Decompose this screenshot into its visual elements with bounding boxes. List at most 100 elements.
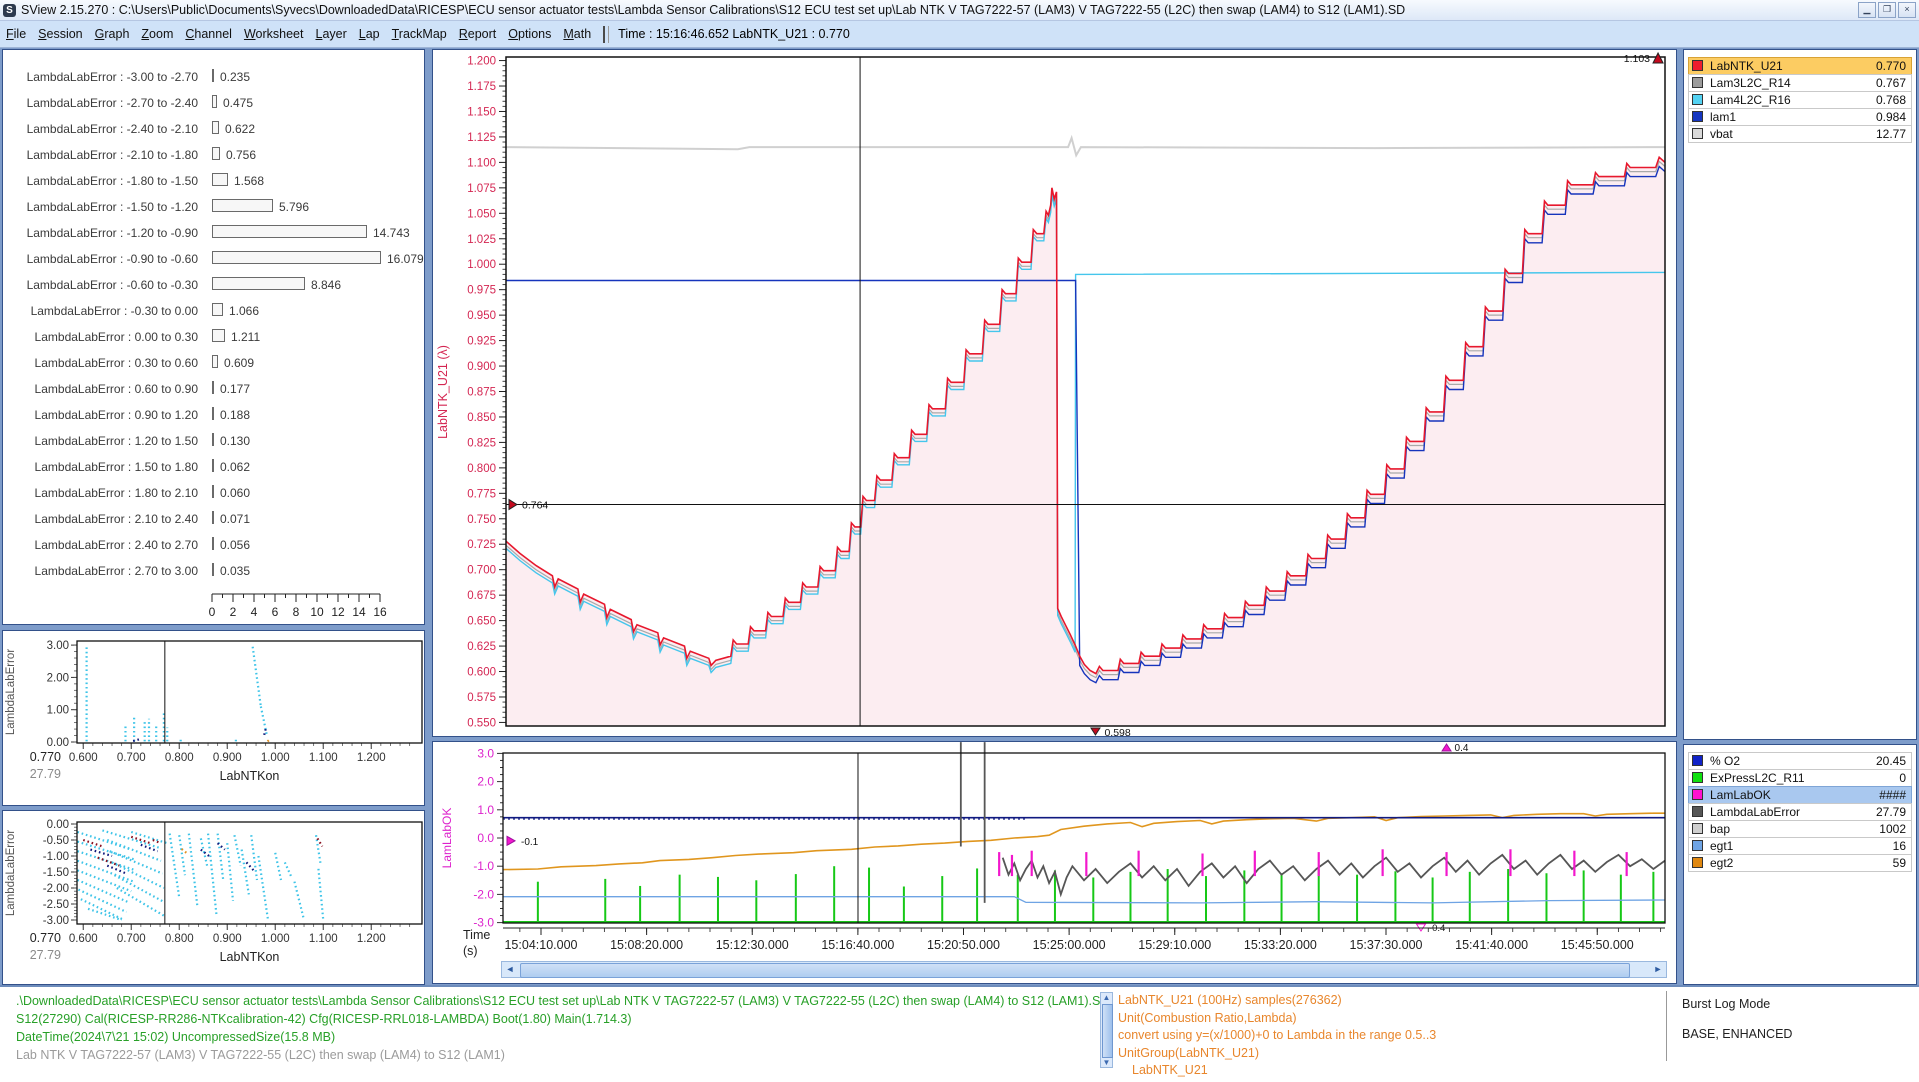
menu-item-lap[interactable]: Lap	[353, 24, 386, 44]
svg-text:27.79: 27.79	[30, 767, 61, 781]
scroll-up-icon[interactable]: ▲	[1101, 993, 1112, 1002]
svg-text:0.00: 0.00	[47, 819, 69, 831]
scatter-top-plot[interactable]: 0.001.002.003.00LambdaLabError0.6000.700…	[3, 631, 424, 805]
svg-text:0.598: 0.598	[1104, 727, 1130, 736]
svg-text:0.770: 0.770	[30, 931, 61, 945]
scroll-thumb[interactable]	[520, 963, 1630, 978]
window-titlebar[interactable]: S SView 2.15.270 : C:\Users\Public\Docum…	[0, 0, 1919, 21]
svg-text:(s): (s)	[463, 944, 478, 958]
svg-text:15:20:50.000: 15:20:50.000	[927, 938, 1000, 952]
histogram-bar-value: 0.475	[223, 96, 253, 110]
svg-text:LamLabOK: LamLabOK	[440, 808, 454, 869]
channel-swatch	[1692, 806, 1703, 817]
histogram-row: LambdaLabError : -0.30 to 0.001.066	[3, 298, 424, 324]
menu-item-zoom[interactable]: Zoom	[135, 24, 179, 44]
histogram-row: LambdaLabError : 0.00 to 0.301.211	[3, 324, 424, 350]
legend-row-lamlabok[interactable]: LamLabOK####	[1688, 786, 1912, 804]
svg-text:1.100: 1.100	[309, 752, 338, 764]
svg-text:6: 6	[272, 605, 279, 619]
restore-button[interactable]: ❐	[1878, 2, 1896, 18]
histogram-bar-value: 8.846	[311, 278, 341, 292]
legend-row--o2[interactable]: % O220.45	[1688, 752, 1912, 770]
status-line: S12(27290) Cal(RICESP-RR286-NTKcalibrati…	[16, 1012, 632, 1026]
histogram-row: LambdaLabError : -3.00 to -2.700.235	[3, 64, 424, 90]
svg-text:15:12:30.000: 15:12:30.000	[716, 938, 789, 952]
menu-item-worksheet[interactable]: Worksheet	[238, 24, 310, 44]
channel-name: LabNTK_U21	[1710, 59, 1783, 73]
legend-row-labntk-u21[interactable]: LabNTK_U210.770	[1688, 57, 1912, 75]
scroll-down-icon[interactable]: ▼	[1101, 1058, 1112, 1067]
svg-text:1.100: 1.100	[309, 933, 338, 945]
legend-row-bap[interactable]: bap1002	[1688, 820, 1912, 838]
histogram-bar	[212, 199, 273, 212]
minimize-button[interactable]: ▁	[1858, 2, 1876, 18]
svg-text:-2.00: -2.00	[43, 883, 69, 895]
menu-item-graph[interactable]: Graph	[89, 24, 136, 44]
svg-text:27.79: 27.79	[30, 948, 61, 962]
menu-item-options[interactable]: Options	[502, 24, 557, 44]
legend-row-egt1[interactable]: egt116	[1688, 837, 1912, 855]
histogram-bar-value: 1.568	[234, 174, 264, 188]
menu-item-math[interactable]: Math	[557, 24, 597, 44]
svg-text:-1.0: -1.0	[473, 859, 494, 873]
scroll-right-icon[interactable]: ►	[1650, 962, 1666, 977]
histogram-row: LambdaLabError : 1.80 to 2.100.060	[3, 480, 424, 506]
histogram-bar	[212, 537, 214, 550]
main-chart-plot[interactable]: 1.2001.1751.1501.1251.1001.0751.0501.025…	[433, 50, 1676, 736]
time-display: Time : 15:16:46.652 LabNTK_U21 : 0.770	[618, 27, 850, 41]
histogram-row: LambdaLabError : 2.70 to 3.000.035	[3, 558, 424, 584]
legend-row-expressl2c-r11[interactable]: ExPressL2C_R110	[1688, 769, 1912, 787]
histogram-bar-value: 0.609	[224, 356, 254, 370]
menu-item-file[interactable]: File	[0, 24, 32, 44]
channel-name: ExPressL2C_R11	[1710, 771, 1805, 785]
histogram-row-label: LambdaLabError : -0.90 to -0.60	[3, 252, 198, 266]
svg-text:0.775: 0.775	[467, 488, 496, 500]
legend-row-vbat[interactable]: vbat12.77	[1688, 125, 1912, 143]
legend-row-lam3l2c-r14[interactable]: Lam3L2C_R140.767	[1688, 74, 1912, 92]
histogram-row: LambdaLabError : 1.20 to 1.500.130	[3, 428, 424, 454]
close-button[interactable]: ×	[1898, 2, 1916, 18]
svg-text:1.050: 1.050	[467, 208, 496, 220]
histogram-bar-value: 0.188	[220, 408, 250, 422]
scatter-bottom-plot[interactable]: 0.00-0.50-1.00-1.50-2.00-2.50-3.00Lambda…	[3, 811, 424, 984]
channel-name: LamLabOK	[1710, 788, 1771, 802]
svg-text:0.700: 0.700	[467, 565, 496, 577]
bottom-chart-plot[interactable]: 3.02.01.00.0-1.0-2.0-3.0LamLabOK-0.10.4-…	[433, 742, 1676, 959]
channel-legend-top-panel: LabNTK_U210.770Lam3L2C_R140.767Lam4L2C_R…	[1683, 49, 1917, 740]
legend-row-egt2[interactable]: egt259	[1688, 854, 1912, 872]
svg-text:12: 12	[331, 605, 345, 619]
channel-swatch	[1692, 789, 1703, 800]
svg-text:0.600: 0.600	[69, 933, 98, 945]
channel-swatch	[1692, 840, 1703, 851]
svg-text:0.00: 0.00	[47, 737, 69, 749]
histogram-bar	[212, 121, 219, 134]
svg-text:0.850: 0.850	[467, 412, 496, 424]
menu-item-layer[interactable]: Layer	[309, 24, 352, 44]
menu-item-session[interactable]: Session	[32, 24, 88, 44]
histogram-row: LambdaLabError : -0.90 to -0.6016.079	[3, 246, 424, 272]
menu-item-report[interactable]: Report	[453, 24, 503, 44]
histogram-row-label: LambdaLabError : -0.30 to 0.00	[3, 304, 198, 318]
menu-item-channel[interactable]: Channel	[179, 24, 238, 44]
histogram-row-label: LambdaLabError : -3.00 to -2.70	[3, 70, 198, 84]
menu-item-trackmap[interactable]: TrackMap	[386, 24, 453, 44]
legend-row-lam4l2c-r16[interactable]: Lam4L2C_R160.768	[1688, 91, 1912, 109]
status-scrollbar[interactable]: ▲ ▼	[1100, 992, 1113, 1068]
svg-text:15:41:40.000: 15:41:40.000	[1455, 938, 1528, 952]
legend-row-lam1[interactable]: lam10.984	[1688, 108, 1912, 126]
histogram-row-label: LambdaLabError : 0.90 to 1.20	[3, 408, 198, 422]
histogram-row: LambdaLabError : -0.60 to -0.308.846	[3, 272, 424, 298]
scroll-left-icon[interactable]: ◄	[502, 962, 518, 977]
svg-text:-2.0: -2.0	[473, 887, 494, 901]
legend-row-lambdalaberror[interactable]: LambdaLabError27.79	[1688, 803, 1912, 821]
channel-legend-bottom-panel: % O220.45ExPressL2C_R110LamLabOK####Lamb…	[1683, 744, 1917, 985]
svg-text:0.770: 0.770	[30, 750, 61, 764]
channel-value: 0.768	[1876, 93, 1906, 107]
svg-text:1.000: 1.000	[261, 752, 290, 764]
svg-text:1.175: 1.175	[467, 81, 496, 93]
svg-text:1.100: 1.100	[467, 157, 496, 169]
histogram-bar	[212, 225, 367, 238]
time-scrollbar[interactable]: ◄ ►	[501, 961, 1667, 978]
channel-name: vbat	[1710, 127, 1733, 141]
menu-bar: FileSessionGraphZoomChannelWorksheetLaye…	[0, 21, 1919, 48]
